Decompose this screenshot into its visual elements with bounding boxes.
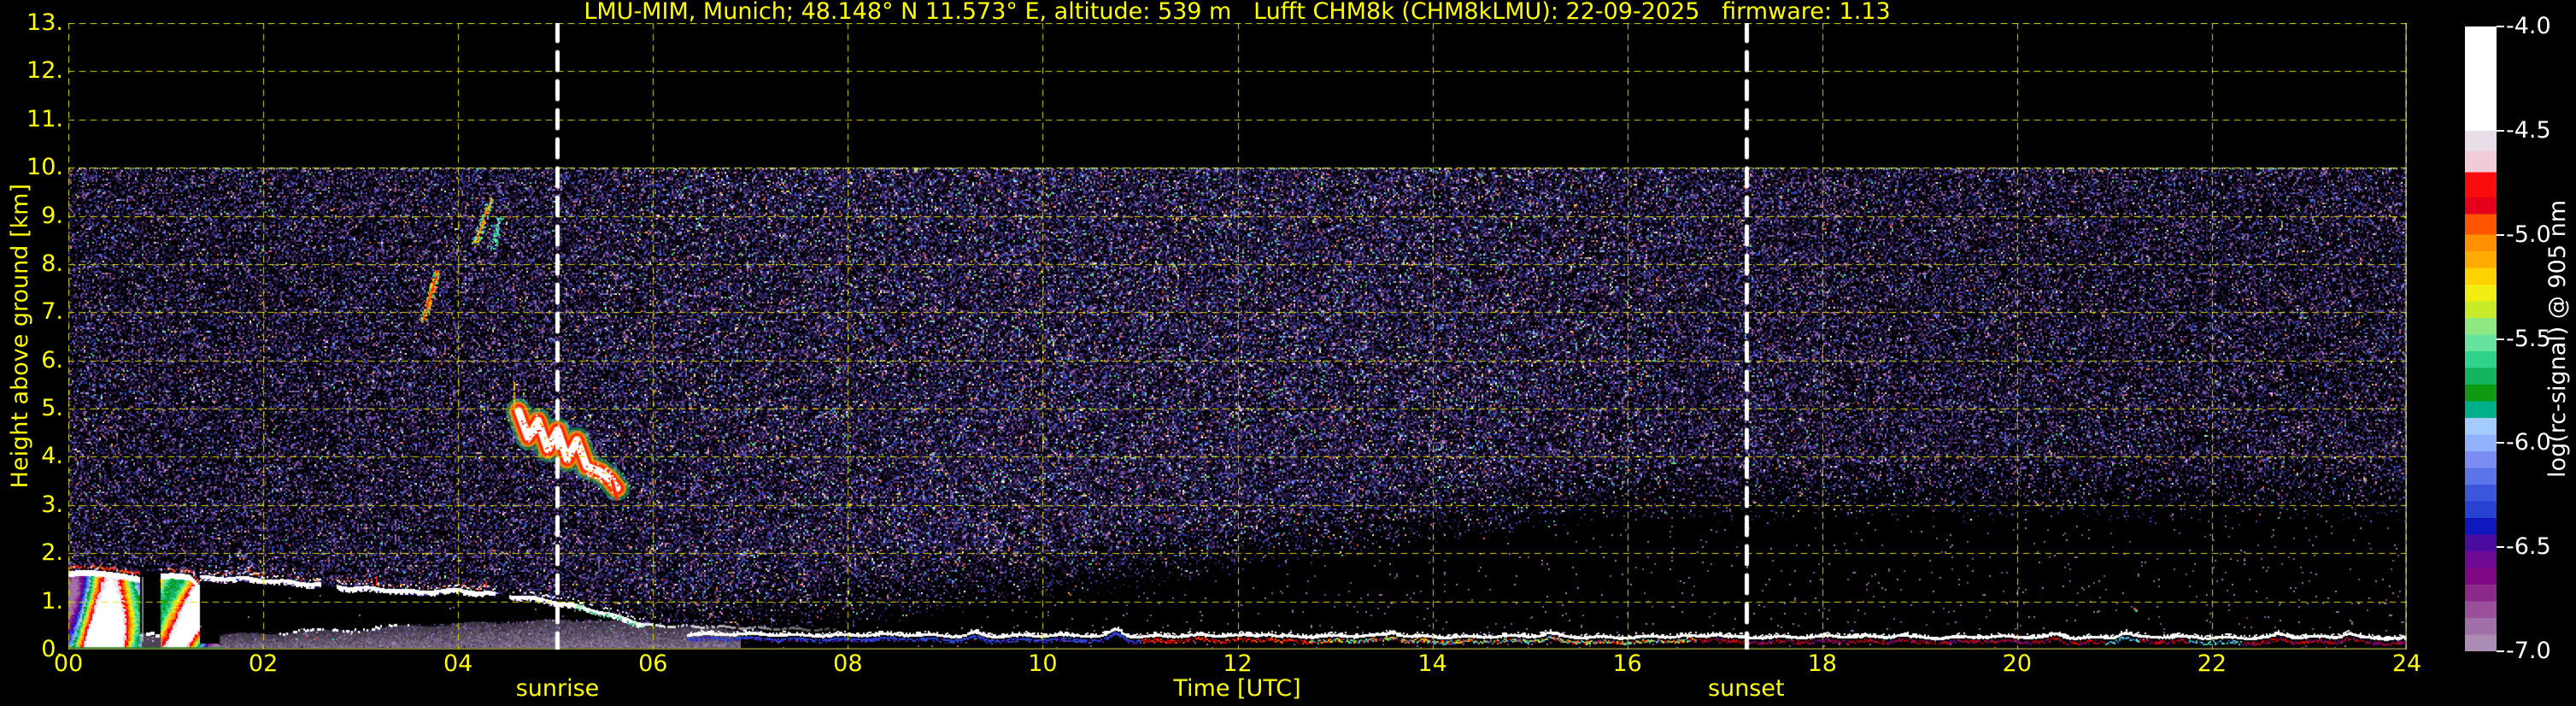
y-tick-label: 9. <box>41 202 63 229</box>
colorbar-tick-label: -6.0 <box>2506 429 2551 456</box>
y-tick-label: 0. <box>41 636 63 662</box>
colorbar-tick-mark <box>2497 546 2504 549</box>
colorbar-tick-mark <box>2497 26 2504 27</box>
y-tick-label: 12. <box>26 57 63 85</box>
y-tick-label: 3. <box>41 491 63 518</box>
x-tick-label: 00 <box>53 650 84 677</box>
x-tick-label: 12 <box>1223 650 1253 677</box>
colorbar-label: log(rc-signal) @ 905 nm <box>2539 26 2576 651</box>
colorbar-tick-label: -4.5 <box>2506 116 2551 144</box>
x-axis-label: Time [UTC] <box>1173 675 1301 702</box>
y-tick-label: 8. <box>41 250 63 277</box>
x-tick-label: 18 <box>1807 650 1837 677</box>
x-tick-label: 08 <box>833 650 863 677</box>
sunset-label: sunset <box>1708 675 1785 702</box>
colorbar-tick-mark <box>2497 442 2504 444</box>
y-tick-label: 1. <box>41 587 63 615</box>
x-tick-label: 22 <box>2197 650 2227 677</box>
x-tick-label: 20 <box>2002 650 2033 677</box>
colorbar-tick-label: -5.0 <box>2506 221 2551 248</box>
colorbar-tick-label: -4.0 <box>2506 13 2551 39</box>
x-tick-label: 16 <box>1612 650 1642 677</box>
colorbar-tick-mark <box>2497 233 2504 236</box>
x-tick-label: 14 <box>1417 650 1447 677</box>
chart-title: LMU-MIM, Munich; 48.148° N 11.573° E, al… <box>584 0 1891 25</box>
colorbar <box>2465 26 2497 651</box>
y-tick-label: 13. <box>26 9 63 36</box>
heatmap-canvas <box>68 23 2407 650</box>
x-tick-label: 04 <box>443 650 473 677</box>
colorbar-tick-label: -5.5 <box>2506 325 2551 352</box>
y-tick-label: 6. <box>41 346 63 374</box>
y-tick-label: 10. <box>26 154 63 181</box>
y-tick-label: 11. <box>26 105 63 132</box>
colorbar-gradient <box>2465 26 2497 651</box>
colorbar-label-text: log(rc-signal) @ 905 nm <box>2544 200 2571 478</box>
sunrise-label: sunrise <box>515 675 600 702</box>
colorbar-tick-label: -7.0 <box>2506 638 2551 664</box>
x-tick-label: 24 <box>2391 650 2422 677</box>
y-tick-label: 5. <box>41 395 63 422</box>
x-tick-label: 10 <box>1028 650 1058 677</box>
colorbar-tick-mark <box>2497 650 2504 652</box>
x-tick-label: 06 <box>638 650 668 677</box>
x-tick-label: 02 <box>248 650 279 677</box>
y-tick-label: 4. <box>41 443 63 470</box>
colorbar-tick-mark <box>2497 338 2504 340</box>
colorbar-tick-label: -6.5 <box>2506 533 2551 561</box>
y-tick-label: 2. <box>41 539 63 567</box>
y-tick-label: 7. <box>41 298 63 326</box>
colorbar-tick-mark <box>2497 129 2504 132</box>
